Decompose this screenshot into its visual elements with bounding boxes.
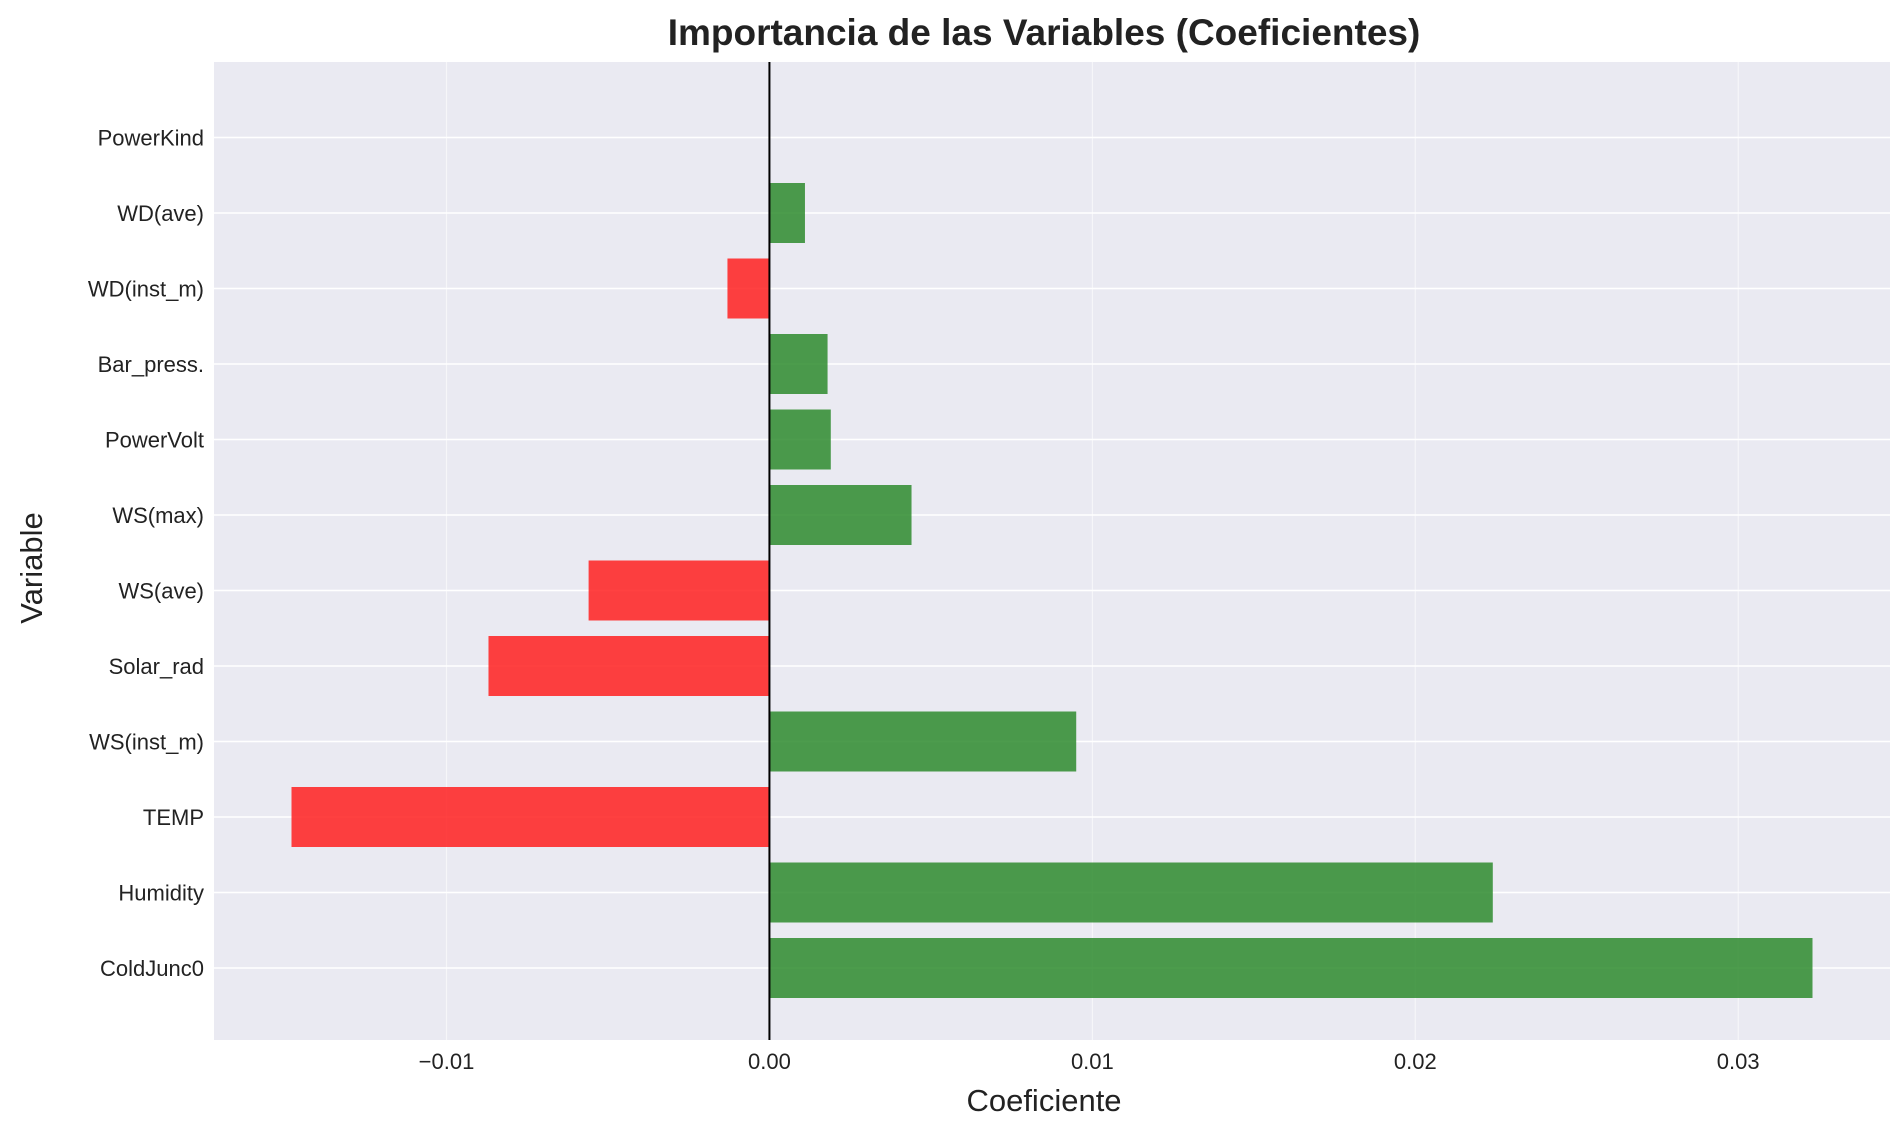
y-tick-label: WS(ave) [118,579,204,604]
x-tick-label: 0.00 [748,1049,791,1074]
y-tick-label: WS(inst_m) [89,730,204,755]
y-tick-label: ColdJunc0 [100,956,204,981]
bar-ws-inst-m [769,711,1077,772]
y-axis-label: Variable [14,512,49,623]
y-tick-label: PowerKind [98,126,204,151]
y-tick-label: Humidity [118,881,204,906]
x-axis-label: Coeficiente [966,1083,1121,1118]
bar-wd-ave [769,183,805,243]
bar-solar-rad [488,636,770,696]
y-tick-label: Solar_rad [109,654,204,679]
chart-title: Importancia de las Variables (Coeficient… [668,12,1421,53]
y-tick-label: WS(max) [112,503,204,528]
x-tick-label: 0.01 [1071,1049,1114,1074]
x-tick-label: 0.03 [1717,1049,1760,1074]
y-tick-label: WD(inst_m) [88,277,204,302]
bar-coldjunc0 [769,938,1813,998]
x-tick-labels: −0.01 0.00 0.01 0.02 0.03 [419,1049,1760,1074]
y-tick-label: Bar_press. [98,352,204,377]
y-tick-label: WD(ave) [117,201,204,226]
y-tick-label: PowerVolt [105,428,204,453]
y-tick-labels: ColdJunc0 Humidity TEMP WS(inst_m) Solar_rad… [88,126,204,982]
bar-powervolt [769,409,831,470]
bar-bar-press [769,334,828,394]
x-tick-label: −0.01 [419,1049,475,1074]
bar-ws-ave [588,560,770,621]
bar-ws-max [769,485,912,545]
bar-temp [291,787,770,847]
bar-humidity [769,862,1493,923]
x-tick-label: 0.02 [1394,1049,1437,1074]
y-tick-label: TEMP [143,805,204,830]
bars [291,183,1813,998]
bar-wd-inst-m [727,258,770,319]
